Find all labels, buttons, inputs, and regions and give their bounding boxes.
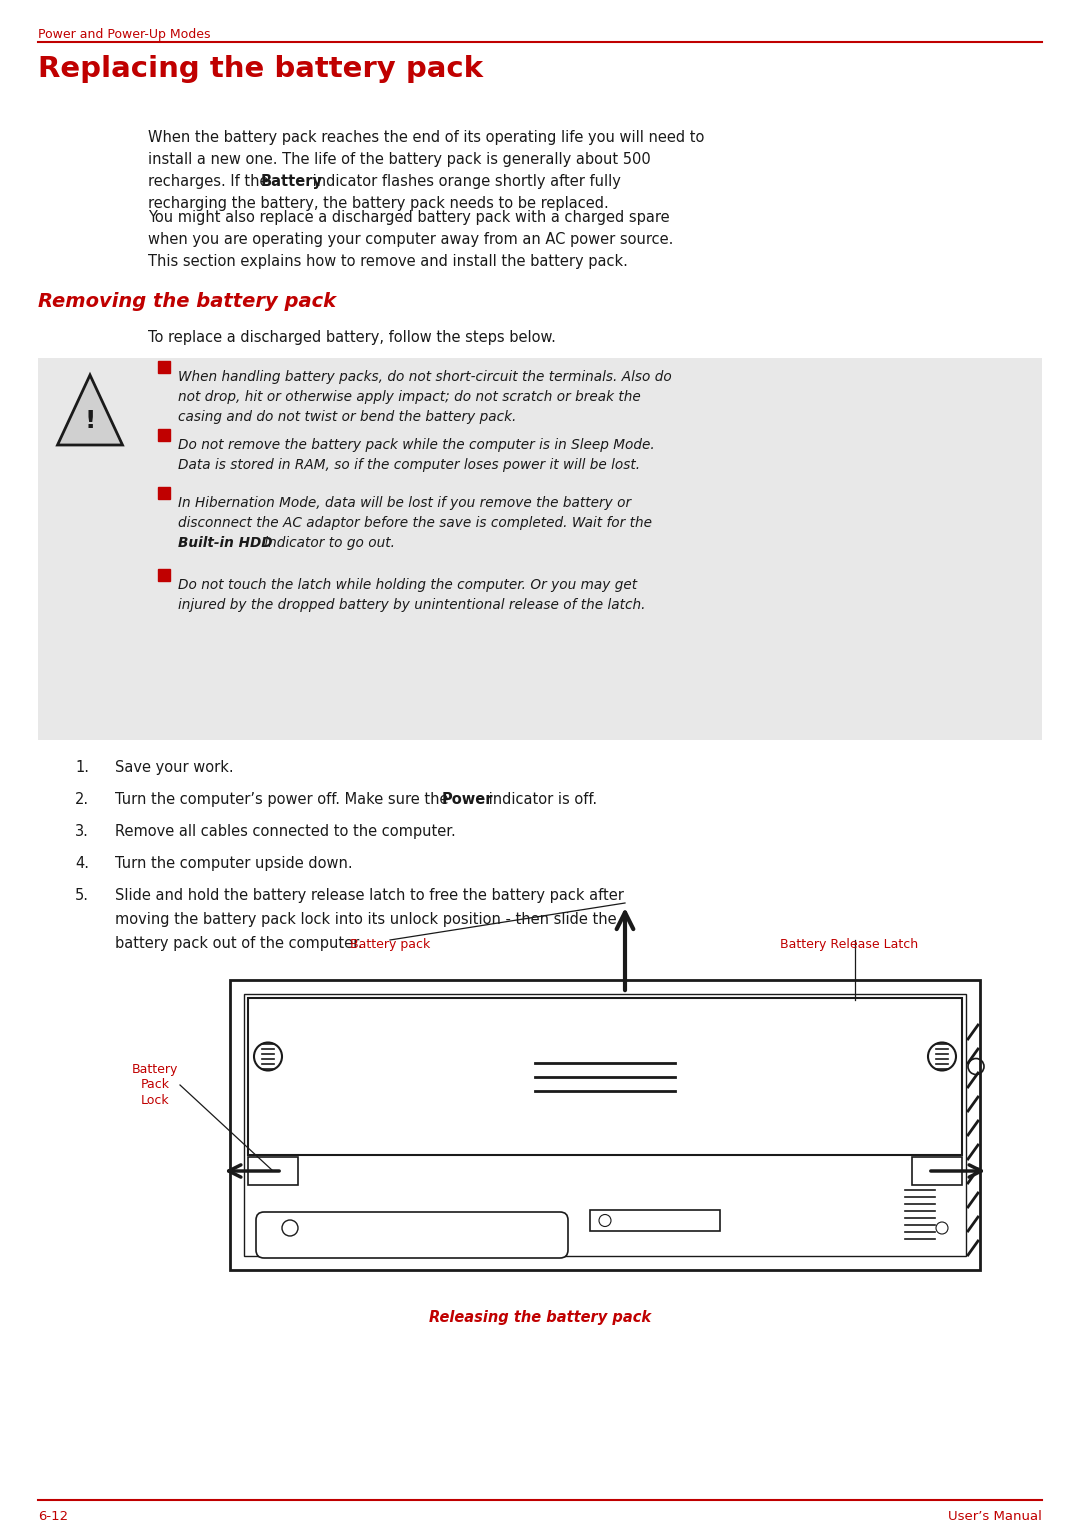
Text: recharges. If the: recharges. If the xyxy=(148,174,273,190)
Text: recharging the battery, the battery pack needs to be replaced.: recharging the battery, the battery pack… xyxy=(148,196,609,211)
Text: 3.: 3. xyxy=(75,824,89,839)
Bar xyxy=(590,1209,720,1231)
Text: Battery
Pack
Lock: Battery Pack Lock xyxy=(132,1064,178,1107)
Text: not drop, hit or otherwise apply impact; do not scratch or break the: not drop, hit or otherwise apply impact;… xyxy=(178,390,640,404)
Text: !: ! xyxy=(84,408,96,433)
Text: To replace a discharged battery, follow the steps below.: To replace a discharged battery, follow … xyxy=(148,330,556,346)
Text: Power and Power-Up Modes: Power and Power-Up Modes xyxy=(38,28,211,41)
Bar xyxy=(248,998,962,1154)
Text: casing and do not twist or bend the battery pack.: casing and do not twist or bend the batt… xyxy=(178,410,516,424)
Text: Data is stored in RAM, so if the computer loses power it will be lost.: Data is stored in RAM, so if the compute… xyxy=(178,459,640,472)
Bar xyxy=(38,358,1042,740)
Text: In Hibernation Mode, data will be lost if you remove the battery or: In Hibernation Mode, data will be lost i… xyxy=(178,495,631,511)
Bar xyxy=(230,980,980,1271)
Text: Slide and hold the battery release latch to free the battery pack after: Slide and hold the battery release latch… xyxy=(114,888,624,904)
Text: disconnect the AC adaptor before the save is completed. Wait for the: disconnect the AC adaptor before the sav… xyxy=(178,515,652,531)
Text: Replacing the battery pack: Replacing the battery pack xyxy=(38,55,483,83)
Text: 6-12: 6-12 xyxy=(38,1511,68,1523)
Text: Turn the computer upside down.: Turn the computer upside down. xyxy=(114,856,353,872)
Text: Do not remove the battery pack while the computer is in Sleep Mode.: Do not remove the battery pack while the… xyxy=(178,437,654,453)
Text: When the battery pack reaches the end of its operating life you will need to: When the battery pack reaches the end of… xyxy=(148,130,704,145)
Text: 2.: 2. xyxy=(75,792,90,807)
Bar xyxy=(912,1157,962,1185)
Text: Remove all cables connected to the computer.: Remove all cables connected to the compu… xyxy=(114,824,456,839)
Text: You might also replace a discharged battery pack with a charged spare: You might also replace a discharged batt… xyxy=(148,209,670,225)
Bar xyxy=(248,1157,298,1185)
Text: Removing the battery pack: Removing the battery pack xyxy=(38,292,336,310)
Text: 5.: 5. xyxy=(75,888,89,904)
Text: indicator to go out.: indicator to go out. xyxy=(260,537,395,550)
Text: Power: Power xyxy=(442,792,494,807)
Text: User’s Manual: User’s Manual xyxy=(948,1511,1042,1523)
Text: This section explains how to remove and install the battery pack.: This section explains how to remove and … xyxy=(148,254,627,269)
Text: Do not touch the latch while holding the computer. Or you may get: Do not touch the latch while holding the… xyxy=(178,578,637,592)
Text: Battery: Battery xyxy=(261,174,323,190)
Text: moving the battery pack lock into its unlock position - then slide the: moving the battery pack lock into its un… xyxy=(114,911,617,927)
Text: Built-in HDD: Built-in HDD xyxy=(178,537,272,550)
Text: Releasing the battery pack: Releasing the battery pack xyxy=(429,1310,651,1326)
Text: Battery Release Latch: Battery Release Latch xyxy=(780,937,918,951)
Text: indicator is off.: indicator is off. xyxy=(484,792,597,807)
Text: Battery pack: Battery pack xyxy=(350,937,430,951)
Polygon shape xyxy=(57,375,122,445)
Bar xyxy=(158,361,170,373)
Text: injured by the dropped battery by unintentional release of the latch.: injured by the dropped battery by uninte… xyxy=(178,598,646,612)
FancyBboxPatch shape xyxy=(256,1212,568,1258)
Text: 1.: 1. xyxy=(75,760,89,775)
Text: When handling battery packs, do not short-circuit the terminals. Also do: When handling battery packs, do not shor… xyxy=(178,370,672,384)
Text: indicator flashes orange shortly after fully: indicator flashes orange shortly after f… xyxy=(308,174,621,190)
Bar xyxy=(158,430,170,440)
Text: when you are operating your computer away from an AC power source.: when you are operating your computer awa… xyxy=(148,232,673,248)
Bar xyxy=(158,488,170,498)
Text: Save your work.: Save your work. xyxy=(114,760,233,775)
Text: 4.: 4. xyxy=(75,856,89,872)
Bar xyxy=(244,994,966,1255)
Text: battery pack out of the computer.: battery pack out of the computer. xyxy=(114,936,363,951)
Text: install a new one. The life of the battery pack is generally about 500: install a new one. The life of the batte… xyxy=(148,151,651,167)
Bar xyxy=(158,569,170,581)
Text: Turn the computer’s power off. Make sure the: Turn the computer’s power off. Make sure… xyxy=(114,792,454,807)
